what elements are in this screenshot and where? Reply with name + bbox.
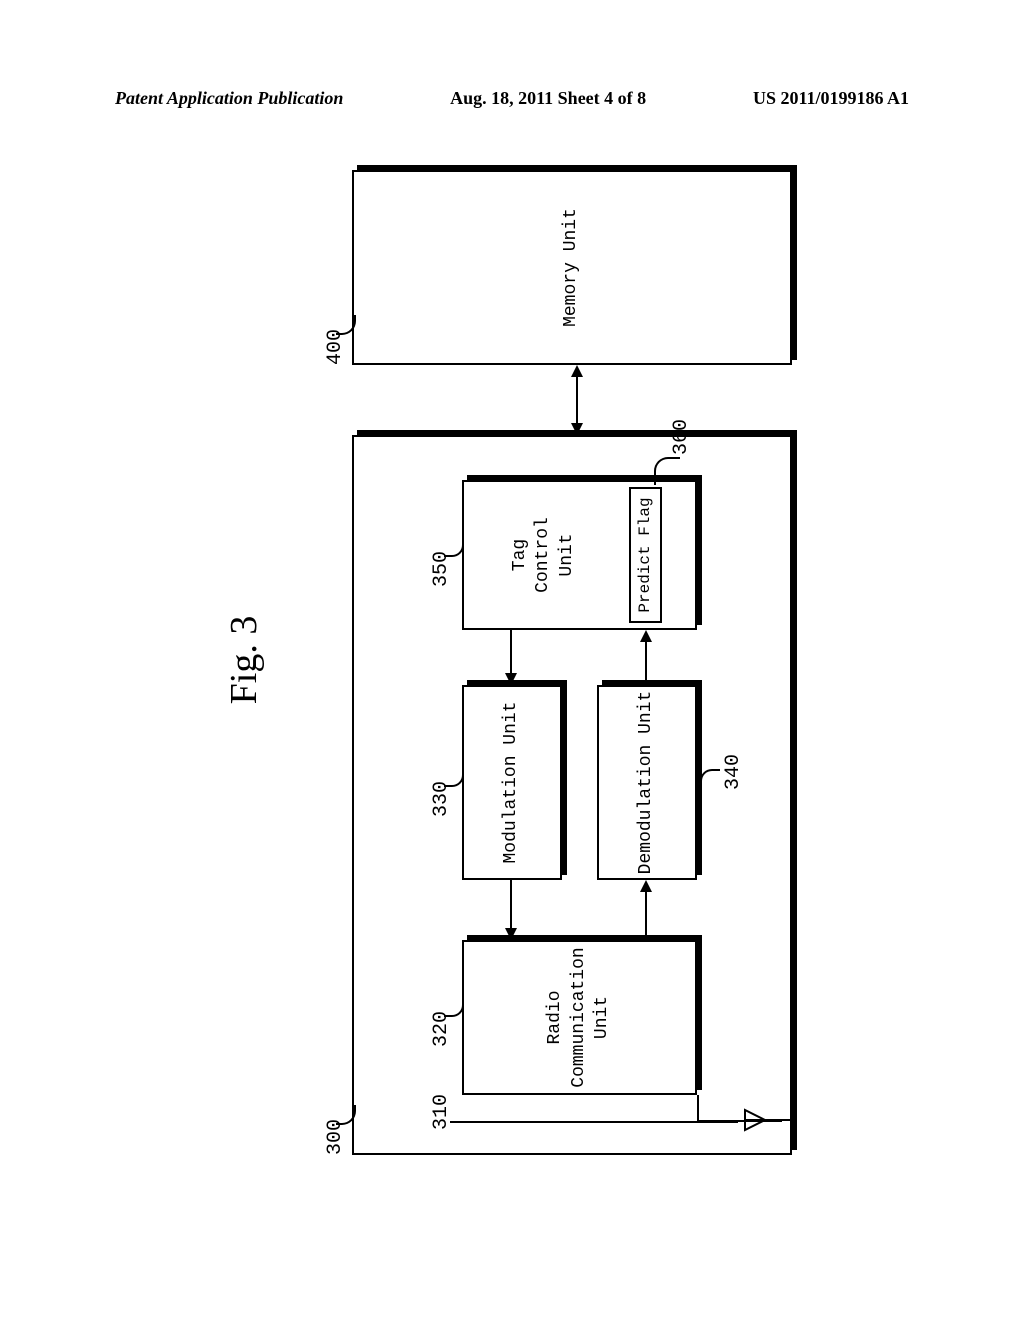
header-center: Aug. 18, 2011 Sheet 4 of 8	[450, 88, 646, 109]
arrow-demod-to-tag	[645, 642, 647, 685]
ref-label-340: 340	[722, 754, 745, 790]
arrow-main-to-memory	[576, 377, 578, 423]
header-right: US 2011/0199186 A1	[753, 88, 909, 109]
predict-flag-box: Predict Flag	[629, 487, 662, 622]
ref-line-360	[654, 457, 680, 485]
arrow-radio-to-demod	[645, 892, 647, 940]
figure-diagram: Fig. 3 300 Radio Communication Unit 320 …	[202, 135, 822, 1185]
page-header: Patent Application Publication Aug. 18, …	[0, 88, 1024, 109]
ref-line-340	[700, 769, 720, 785]
ref-line-310	[450, 1121, 738, 1123]
memory-box: Memory Unit	[352, 170, 792, 365]
modulation-box: Modulation Unit	[462, 685, 562, 880]
demodulation-box: Demodulation Unit	[597, 685, 697, 880]
arrow-head-tag-to-mod	[505, 673, 517, 685]
antenna-connector	[697, 1095, 782, 1122]
arrow-head-mod-to-radio	[505, 928, 517, 940]
header-left: Patent Application Publication	[115, 88, 343, 109]
ref-label-310: 310	[430, 1094, 453, 1130]
ref-label-360: 360	[670, 419, 693, 455]
arrow-head-radio-to-demod	[640, 880, 652, 892]
arrow-head-main-to-memory	[571, 365, 583, 377]
radio-comm-box: Radio Communication Unit	[462, 940, 697, 1095]
arrow-head-memory-to-main	[571, 423, 583, 435]
tag-control-label: Tag Control Unit	[509, 517, 579, 593]
figure-title: Fig. 3	[222, 616, 266, 705]
arrow-head-demod-to-tag	[640, 630, 652, 642]
arrow-mod-to-radio	[510, 880, 512, 928]
arrow-tag-to-mod	[510, 630, 512, 673]
tag-control-box: Tag Control Unit Predict Flag	[462, 480, 697, 630]
